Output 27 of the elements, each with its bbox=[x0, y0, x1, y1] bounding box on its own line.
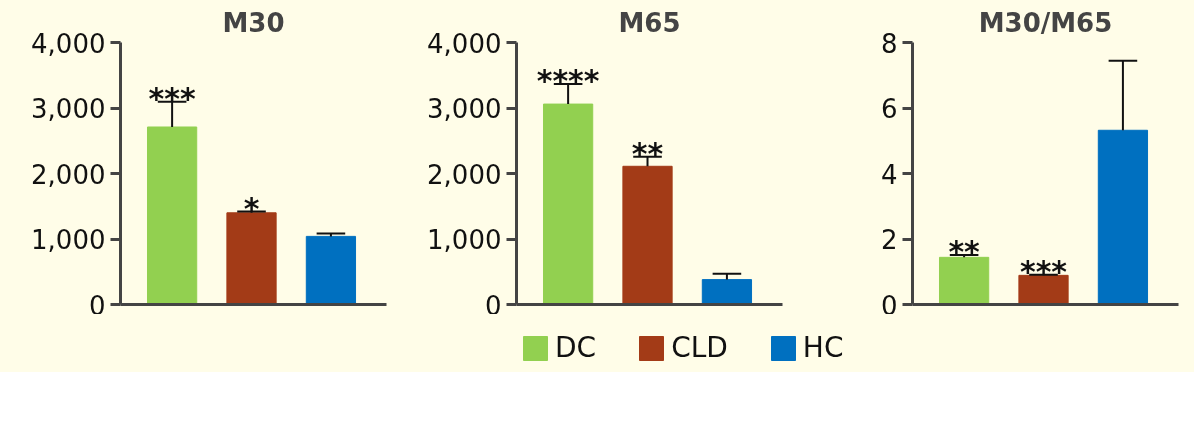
y-tick-label: 4,000 bbox=[31, 28, 106, 59]
chart-title: M30 bbox=[222, 7, 285, 38]
annotation: *** bbox=[148, 80, 196, 116]
y-tick-label: 3,000 bbox=[31, 94, 106, 124]
annotation: *** bbox=[1019, 253, 1068, 289]
legend-label: HC bbox=[802, 331, 844, 364]
annotation: **** bbox=[536, 63, 600, 99]
annotation: ** bbox=[631, 135, 664, 171]
chart-title: M30/M65 bbox=[978, 7, 1113, 38]
y-tick-label: 1,000 bbox=[427, 225, 502, 255]
y-tick-label: 2 bbox=[880, 225, 898, 255]
legend-label: CLD bbox=[671, 331, 728, 364]
y-tick-label: 0 bbox=[88, 290, 106, 321]
annotation: * bbox=[243, 190, 260, 226]
y-tick-label: 6 bbox=[880, 94, 898, 124]
legend-label: DC bbox=[555, 331, 597, 364]
y-tick-label: 4 bbox=[880, 159, 898, 190]
y-tick-label: 2,000 bbox=[31, 159, 106, 190]
y-tick-label: 3,000 bbox=[427, 94, 502, 124]
y-tick-label: 0 bbox=[484, 290, 502, 321]
y-tick-label: 4,000 bbox=[427, 28, 502, 59]
y-tick-label: 2,000 bbox=[427, 159, 502, 190]
annotation: ** bbox=[948, 234, 981, 270]
y-tick-label: 0 bbox=[880, 290, 898, 321]
y-tick-label: 8 bbox=[880, 28, 898, 59]
y-tick-label: 1,000 bbox=[31, 225, 106, 255]
chart-title: M65 bbox=[618, 7, 681, 38]
